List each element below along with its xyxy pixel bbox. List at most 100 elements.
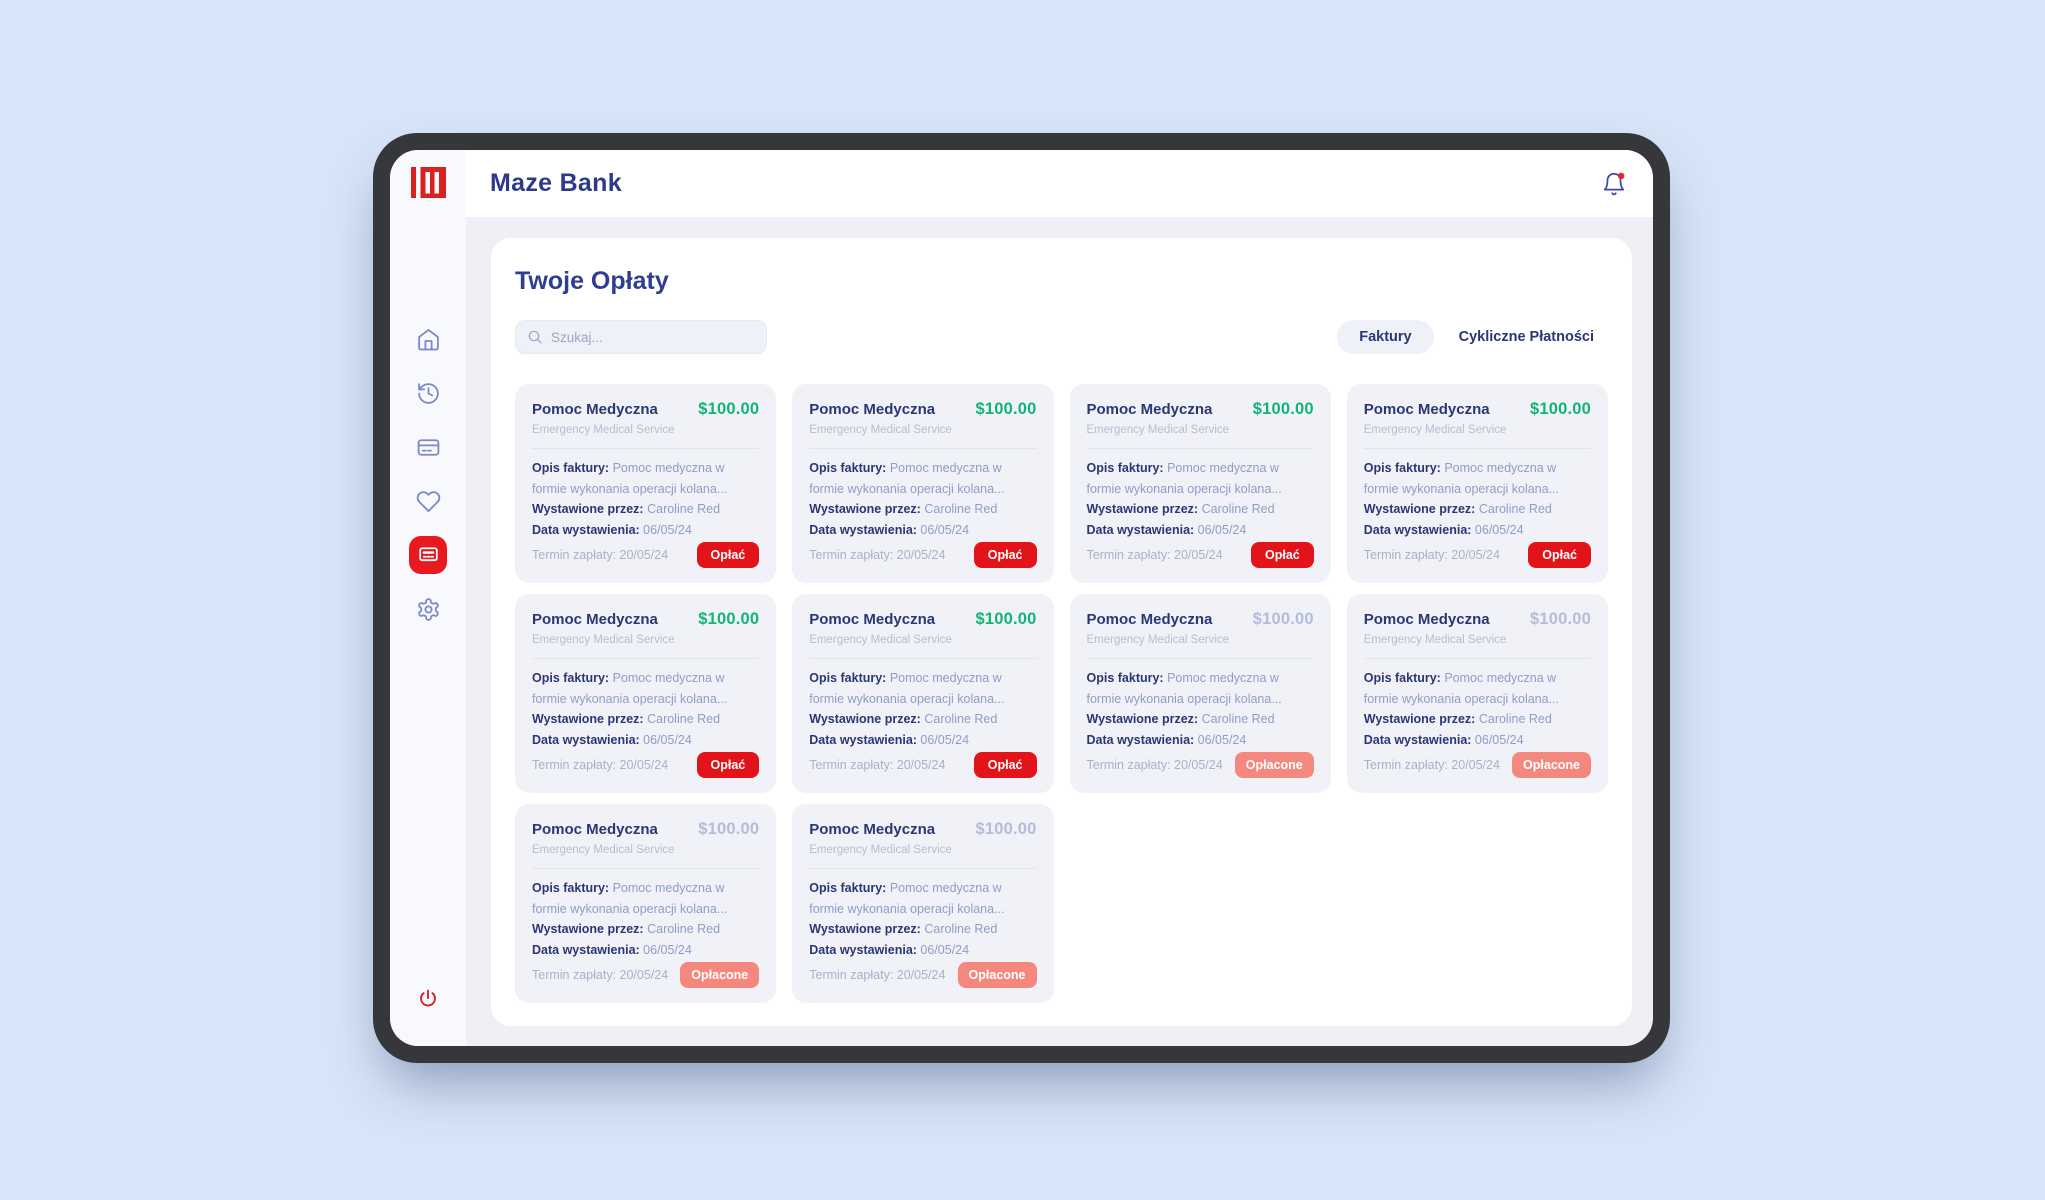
invoice-card: Pomoc Medyczna $100.00 Emergency Medical… [515, 384, 777, 583]
card-header: Pomoc Medyczna $100.00 [532, 820, 759, 839]
invoice-issuer: Wystawione przez: Caroline Red [532, 712, 721, 726]
notifications-button[interactable] [1601, 171, 1627, 197]
card-header: Pomoc Medyczna $100.00 [1087, 610, 1314, 629]
card-footer: Termin zapłaty: 20/05/24 Opłać [1364, 542, 1591, 568]
invoice-card: Pomoc Medyczna $100.00 Emergency Medical… [792, 804, 1054, 1003]
card-footer: Termin zapłaty: 20/05/24 Opłać [532, 542, 760, 568]
divider [532, 868, 760, 869]
invoice-card: Pomoc Medyczna $100.00 Emergency Medical… [1346, 384, 1608, 583]
invoice-description: Opis faktury: Pomoc medyczna w formie wy… [532, 671, 728, 706]
invoice-description: Opis faktury: Pomoc medyczna w formie wy… [809, 881, 1005, 916]
card-footer: Termin zapłaty: 20/05/24 Opłać [532, 752, 760, 778]
invoice-subtitle: Emergency Medical Service [1363, 634, 1507, 646]
invoice-amount: $100.00 [975, 400, 1037, 418]
sidebar-item-home[interactable] [409, 320, 447, 358]
pay-button[interactable]: Opłać [973, 542, 1037, 568]
card-header: Pomoc Medyczna $100.00 [809, 400, 1036, 419]
pay-button[interactable]: Opłać [1528, 542, 1591, 568]
card-header: Pomoc Medyczna $100.00 [1087, 400, 1314, 419]
divider [1086, 658, 1314, 659]
home-icon [417, 328, 439, 350]
invoice-issue-date: Data wystawienia: 06/05/24 [1363, 732, 1524, 747]
power-icon [420, 989, 436, 1007]
invoice-issuer: Wystawione przez: Caroline Red [809, 922, 998, 936]
invoice-issuer: Wystawione przez: Caroline Red [1363, 502, 1552, 516]
invoice-subtitle: Emergency Medical Service [809, 634, 952, 646]
divider [532, 658, 760, 659]
invoice-amount: $100.00 [1252, 610, 1314, 628]
paid-badge-button[interactable]: Opłacone [957, 962, 1037, 988]
device-frame: Maze Bank Twoje Opłaty [373, 133, 1670, 1063]
divider [809, 658, 1037, 659]
invoice-issue-date: Data wystawienia: 06/05/24 [809, 942, 970, 957]
invoice-issue-date: Data wystawienia: 06/05/24 [532, 522, 692, 537]
invoice-due-date: Termin zapłaty: 20/05/24 [1363, 758, 1500, 772]
invoice-subtitle: Emergency Medical Service [1363, 424, 1507, 436]
card-footer: Termin zapłaty: 20/05/24 Opłać [1087, 542, 1314, 568]
invoice-issuer: Wystawione przez: Caroline Red [809, 712, 998, 726]
invoice-issuer: Wystawione przez: Caroline Red [1086, 712, 1275, 726]
invoice-amount: $100.00 [1252, 400, 1314, 418]
divider [1363, 658, 1591, 659]
app-window: Maze Bank Twoje Opłaty [390, 150, 1653, 1046]
search-input[interactable] [551, 329, 755, 345]
card-footer: Termin zapłaty: 20/05/24 Opłacone [1364, 752, 1591, 778]
invoice-amount: $100.00 [975, 820, 1037, 838]
payments-panel: Twoje Opłaty Faktury Cykliczne Płatności [491, 238, 1632, 1026]
invoice-subtitle: Emergency Medical Service [809, 424, 952, 436]
invoice-due-date: Termin zapłaty: 20/05/24 [1363, 548, 1500, 562]
sidebar-item-cards[interactable] [409, 428, 447, 466]
card-footer: Termin zapłaty: 20/05/24 Opłać [809, 752, 1037, 778]
history-icon [417, 382, 439, 404]
invoice-due-date: Termin zapłaty: 20/05/24 [532, 758, 669, 772]
divider [809, 448, 1037, 449]
sidebar-item-invoices-active[interactable] [409, 536, 447, 574]
tabs: Faktury Cykliczne Płatności [1337, 320, 1594, 354]
paid-badge-button[interactable]: Opłacone [1512, 752, 1591, 778]
sidebar-item-history[interactable] [409, 374, 447, 412]
credit-card-icon [417, 438, 439, 456]
invoice-due-date: Termin zapłaty: 20/05/24 [1086, 548, 1223, 562]
invoice-description: Opis faktury: Pomoc medyczna w formie wy… [1363, 671, 1559, 706]
gear-icon [417, 597, 439, 621]
tab-cykliczne-platnosci[interactable]: Cykliczne Płatności [1458, 329, 1594, 345]
pay-button[interactable]: Opłać [696, 752, 760, 778]
card-header: Pomoc Medyczna $100.00 [1364, 610, 1591, 629]
invoice-subtitle: Emergency Medical Service [532, 844, 675, 856]
paid-badge-button[interactable]: Opłacone [680, 962, 760, 988]
search-box[interactable] [515, 320, 767, 354]
invoice-description: Opis faktury: Pomoc medyczna w formie wy… [809, 671, 1005, 706]
card-footer: Termin zapłaty: 20/05/24 Opłacone [532, 962, 760, 988]
invoice-description: Opis faktury: Pomoc medyczna w formie wy… [532, 881, 728, 916]
divider [532, 448, 760, 449]
invoice-title: Pomoc Medyczna [532, 401, 658, 418]
invoice-subtitle: Emergency Medical Service [1086, 424, 1230, 436]
invoice-amount: $100.00 [975, 610, 1037, 628]
invoice-issue-date: Data wystawienia: 06/05/24 [809, 732, 970, 747]
pay-button[interactable]: Opłać [1251, 542, 1314, 568]
invoice-title: Pomoc Medyczna [1363, 401, 1490, 418]
pay-button[interactable]: Opłać [696, 542, 760, 568]
invoice-issuer: Wystawione przez: Caroline Red [532, 502, 721, 516]
invoice-description: Opis faktury: Pomoc medyczna w formie wy… [1086, 461, 1282, 496]
pay-button[interactable]: Opłać [973, 752, 1037, 778]
invoice-title: Pomoc Medyczna [532, 611, 658, 628]
sidebar-item-settings[interactable] [409, 590, 447, 628]
controls-row: Faktury Cykliczne Płatności [515, 320, 1608, 354]
sidebar-item-favorites[interactable] [409, 482, 447, 520]
logout-button[interactable] [409, 980, 447, 1018]
card-header: Pomoc Medyczna $100.00 [809, 610, 1036, 629]
maze-bank-logo-icon [410, 167, 446, 198]
divider [1086, 448, 1314, 449]
main-area: Twoje Opłaty Faktury Cykliczne Płatności [466, 217, 1653, 1046]
invoice-issue-date: Data wystawienia: 06/05/24 [1363, 522, 1524, 537]
invoice-card: Pomoc Medyczna $100.00 Emergency Medical… [792, 594, 1054, 793]
invoice-card: Pomoc Medyczna $100.00 Emergency Medical… [1069, 384, 1331, 583]
card-footer: Termin zapłaty: 20/05/24 Opłacone [1087, 752, 1314, 778]
search-icon [528, 330, 542, 344]
invoice-grid: Pomoc Medyczna $100.00 Emergency Medical… [515, 384, 1608, 1003]
invoice-issue-date: Data wystawienia: 06/05/24 [1086, 732, 1247, 747]
invoice-due-date: Termin zapłaty: 20/05/24 [809, 548, 946, 562]
tab-faktury[interactable]: Faktury [1337, 320, 1434, 354]
paid-badge-button[interactable]: Opłacone [1234, 752, 1314, 778]
